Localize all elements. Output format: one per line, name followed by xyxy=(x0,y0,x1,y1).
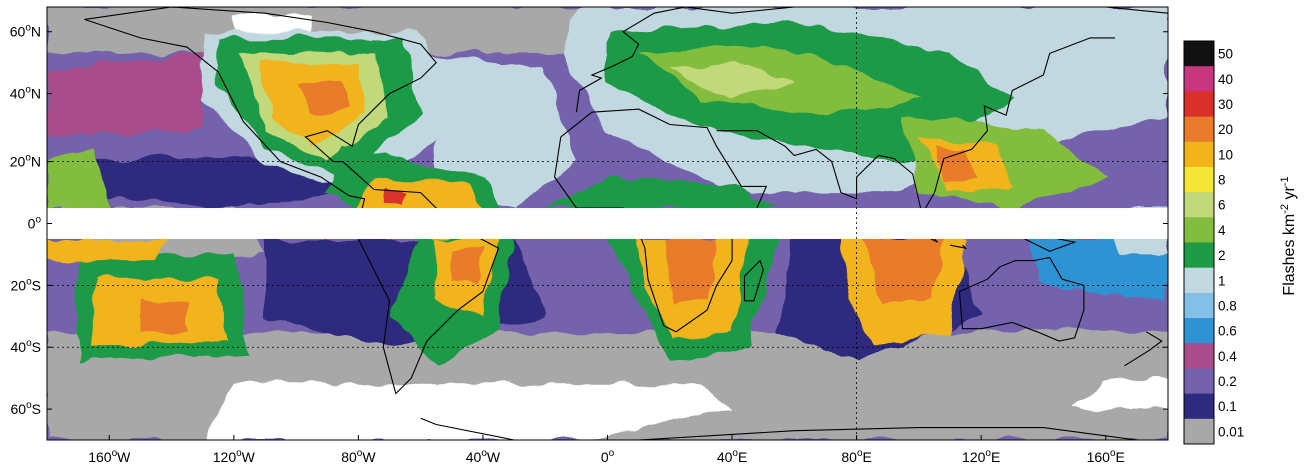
lon-tick-label: 120oW xyxy=(213,448,256,465)
longitude-labels: 160oW 120oW 80oW 40oW 0o 40oE 80oE 120oE 160oE xyxy=(88,435,1125,465)
density-patch xyxy=(296,81,349,116)
lon-tick-label: 160oW xyxy=(88,448,131,465)
colorbar-label: 2 xyxy=(1218,248,1226,263)
colorbar-swatch xyxy=(1184,166,1214,193)
colorbar-swatch xyxy=(1184,242,1214,269)
colorbar-swatch xyxy=(1184,368,1214,395)
colorbar-title: Flashes km-2 yr-1 xyxy=(1279,176,1298,295)
colorbar-label: 0.6 xyxy=(1218,324,1237,339)
colorbar-swatch xyxy=(1184,418,1214,445)
colorbar-label: 0.2 xyxy=(1218,374,1237,389)
lon-tick-label: 0o xyxy=(601,448,615,465)
colorbar-label: 0.4 xyxy=(1218,349,1237,364)
colorbar-swatch xyxy=(1184,141,1214,168)
density-patch xyxy=(202,384,733,440)
density-patch xyxy=(451,248,483,286)
coastline xyxy=(1124,331,1163,367)
density-fields xyxy=(47,7,1168,440)
colorbar-frame xyxy=(1183,40,1215,445)
colorbar-swatch xyxy=(1184,91,1214,118)
lat-tick-label: 40oN xyxy=(10,85,41,102)
lat-tick-label: 60oN xyxy=(10,23,41,40)
colorbar-label: 1 xyxy=(1218,273,1226,288)
colorbar-label: 50 xyxy=(1218,47,1233,62)
missing-data-band xyxy=(47,208,1168,239)
density-patch xyxy=(47,53,203,137)
lat-tick-label: 20oN xyxy=(10,153,41,170)
lon-tick-label: 80oE xyxy=(841,448,871,465)
colorbar-label: 6 xyxy=(1218,198,1226,213)
lon-tick-label: 40oW xyxy=(466,448,501,465)
colorbar-label: 4 xyxy=(1218,223,1226,238)
colorbar: 50 40 30 20 10 8 6 4 2 1 0.8 0.6 0.4 0.2 0.1 0.01 xyxy=(1183,40,1244,445)
latitude-labels: 60oN 40oN 20oN 0o 20oS 40oS 60oS xyxy=(10,23,1168,417)
colorbar-swatch xyxy=(1184,343,1214,369)
lon-tick-label: 40oE xyxy=(717,448,747,465)
colorbar-swatch xyxy=(1184,393,1214,420)
colorbar-label: 0.1 xyxy=(1218,399,1237,414)
lon-tick-label: 80oW xyxy=(341,448,376,465)
density-patch xyxy=(545,177,779,208)
coastline xyxy=(420,417,1137,440)
density-patch xyxy=(47,155,343,208)
colorbar-label: 30 xyxy=(1218,97,1233,112)
colorbar-swatch xyxy=(1184,192,1214,218)
colorbar-swatch xyxy=(1184,318,1214,344)
coastline xyxy=(743,259,764,302)
lon-tick-label: 120oE xyxy=(962,448,1000,465)
colorbar-swatch xyxy=(1184,66,1214,92)
lat-tick-label: 40oS xyxy=(11,338,41,355)
colorbar-swatch xyxy=(1184,292,1214,319)
colorbar-label: 8 xyxy=(1218,173,1226,188)
lat-tick-label: 60oS xyxy=(11,400,41,417)
colorbar-label: 10 xyxy=(1218,147,1233,162)
density-patch xyxy=(140,300,188,332)
coastline xyxy=(958,256,1085,342)
density-patch xyxy=(669,62,795,100)
density-patch xyxy=(420,53,577,209)
lat-tick-label: 0o xyxy=(28,215,42,232)
colorbar-swatch xyxy=(1184,217,1214,243)
colorbar-label: 20 xyxy=(1218,122,1233,137)
colorbar-label: 0.8 xyxy=(1218,298,1237,313)
coastline xyxy=(949,244,968,250)
coastline xyxy=(84,7,500,395)
colorbar-swatch xyxy=(1184,116,1214,143)
density-patch xyxy=(1074,378,1168,410)
lat-tick-label: 20oS xyxy=(11,276,41,293)
colorbar-label: 40 xyxy=(1218,72,1233,87)
coastline xyxy=(575,7,1168,113)
density-patch xyxy=(47,239,172,261)
colorbar-swatch xyxy=(1184,267,1214,294)
coastline xyxy=(716,37,1116,216)
gridlines xyxy=(47,7,1168,440)
flash-density-map xyxy=(47,7,1168,440)
colorbar-swatch xyxy=(1184,41,1214,67)
lon-tick-label: 160oE xyxy=(1087,448,1125,465)
density-patch xyxy=(934,146,975,181)
colorbar-label: 0.01 xyxy=(1218,424,1244,439)
